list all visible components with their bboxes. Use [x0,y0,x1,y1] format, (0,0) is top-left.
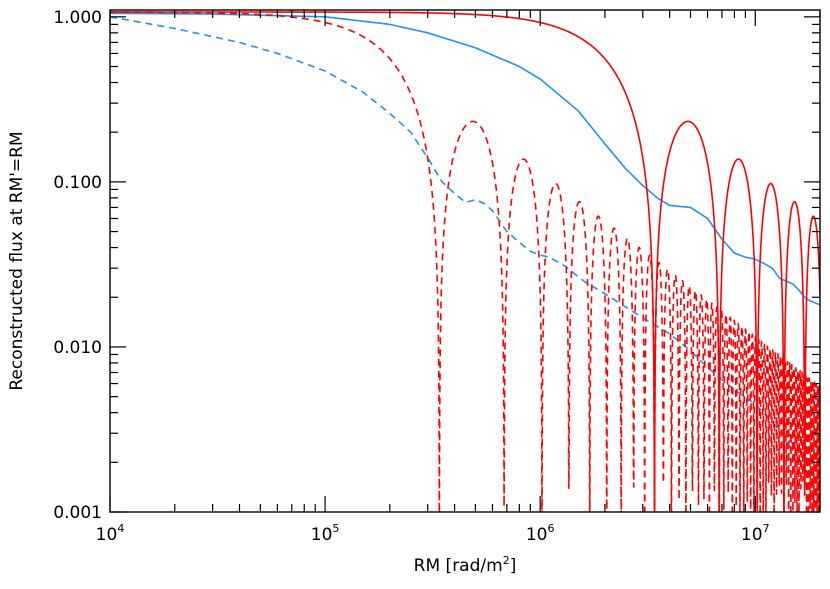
y-tick-label: 0.100 [53,173,102,193]
x-tick-label: 104 [96,522,125,545]
series-blue-solid [110,12,820,306]
x-axis-title-suffix: ] [510,556,517,576]
x-tick-label: 105 [311,522,340,545]
x-axis-title: RM [rad/m2] [414,554,517,576]
y-tick-label: 0.001 [53,503,102,523]
x-tick-label: 106 [526,522,555,545]
y-tick-label: 0.010 [53,338,102,358]
x-tick-label: 107 [741,522,770,545]
series-layer [110,11,820,512]
series-blue-dashed [110,16,820,475]
y-axis-title: Reconstructed flux at RM'=RM [7,131,27,390]
series-red-dashed [110,11,820,512]
labels-layer: 104 105 106 107 1.000 0.100 0.010 0.001 [53,8,769,545]
series-red-solid [110,11,820,512]
y-tick-label: 1.000 [53,8,102,28]
x-axis-title-sup: 2 [503,554,510,567]
ticks-layer [109,10,821,513]
plot-frame [109,9,821,513]
